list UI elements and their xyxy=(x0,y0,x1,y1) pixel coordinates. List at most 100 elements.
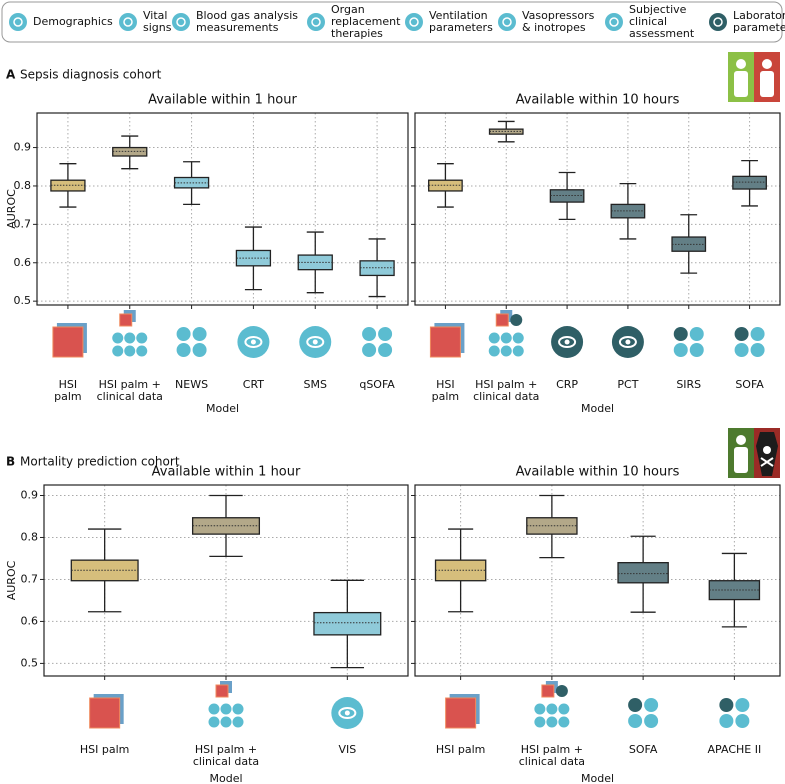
hsi-cube xyxy=(445,697,477,729)
y-tick-label: 0.8 xyxy=(21,530,39,543)
legend-icon xyxy=(605,13,623,31)
data-icon xyxy=(644,698,659,712)
subplot-title: Available within 1 hour xyxy=(152,465,301,480)
x-tick-label: SOFA xyxy=(629,743,658,756)
subplot-title: Available within 10 hours xyxy=(516,93,680,108)
legend-label: parameters xyxy=(733,21,785,34)
y-tick-label: 0.9 xyxy=(14,141,32,154)
data-icon xyxy=(558,703,570,715)
plot-frame xyxy=(43,484,409,677)
legend-label: & inotropes xyxy=(522,21,586,34)
hsi-cube xyxy=(495,313,509,327)
legend-icon xyxy=(9,13,27,31)
hsi-cube xyxy=(541,684,555,698)
legend-icon-glyph xyxy=(409,17,419,27)
legend-label: clinical xyxy=(629,15,667,28)
legend-label: replacement xyxy=(331,15,401,28)
box xyxy=(173,176,210,189)
legend-label: Organ xyxy=(331,3,365,16)
legend-icon xyxy=(709,13,727,31)
legend-label: Vasopressors xyxy=(522,9,595,22)
data-icon xyxy=(628,698,643,712)
data-icon xyxy=(112,345,124,357)
x-tick-label: CRP xyxy=(556,378,578,391)
plot-frame xyxy=(414,484,781,677)
data-icon xyxy=(488,345,500,357)
data-icon xyxy=(176,327,191,341)
box xyxy=(50,179,86,192)
x-tick-label: HSI palm + xyxy=(521,743,583,756)
x-tick-label: APACHE II xyxy=(708,743,762,756)
cohort-pictogram-b xyxy=(728,428,780,478)
data-icon xyxy=(750,343,765,357)
x-tick-label: qSOFA xyxy=(359,378,395,391)
legend-label: Blood gas analysis xyxy=(196,9,298,22)
data-icon xyxy=(689,327,704,341)
x-tick-label: HSI xyxy=(436,378,455,391)
data-icon xyxy=(220,716,232,728)
legend-icon xyxy=(119,13,137,31)
x-tick-label: palm xyxy=(432,390,460,403)
data-icon xyxy=(510,314,523,326)
data-icon xyxy=(136,345,148,357)
x-tick-label: SOFA xyxy=(735,378,764,391)
legend-label: Vital xyxy=(143,9,167,22)
data-icon xyxy=(192,327,207,341)
x-tick-label: CRT xyxy=(243,378,265,391)
legend-box xyxy=(1,1,783,43)
data-icon xyxy=(555,685,568,697)
data-icon xyxy=(558,716,570,728)
x-tick-label: HSI palm xyxy=(80,743,130,756)
data-icon xyxy=(136,332,148,344)
y-axis-label: AUROC xyxy=(5,189,18,229)
model-icon-glyph xyxy=(312,339,318,345)
y-tick-label: 0.8 xyxy=(14,179,32,192)
hsi-cube xyxy=(52,326,84,358)
panel-title: Sepsis diagnosis cohort xyxy=(20,68,162,82)
data-icon xyxy=(546,703,558,715)
hsi-cube xyxy=(89,697,121,729)
x-tick-label: NEWS xyxy=(175,378,208,391)
data-icon xyxy=(734,327,749,341)
y-tick-label: 0.6 xyxy=(14,256,32,269)
legend-icon-glyph xyxy=(311,17,321,27)
box xyxy=(112,146,148,157)
x-tick-label: clinical data xyxy=(473,390,539,403)
data-icon xyxy=(512,345,524,357)
x-tick-label: palm xyxy=(54,390,82,403)
data-icon xyxy=(378,327,393,341)
data-icon xyxy=(644,714,659,728)
model-icon-glyph xyxy=(344,710,350,716)
data-icon xyxy=(112,332,124,344)
data-icon xyxy=(232,716,244,728)
model-icon-glyph xyxy=(564,339,570,345)
panel-letter: A xyxy=(6,68,16,82)
data-icon xyxy=(378,343,393,357)
subplot-title: Available within 1 hour xyxy=(148,93,297,108)
plot-frame xyxy=(36,112,409,306)
y-tick-label: 0.7 xyxy=(14,217,32,230)
data-icon xyxy=(208,703,220,715)
plot-frame xyxy=(414,112,781,306)
data-icon xyxy=(719,698,734,712)
data-icon xyxy=(500,332,512,344)
data-icon xyxy=(534,703,546,715)
data-icon xyxy=(208,716,220,728)
model-icon-glyph xyxy=(306,336,325,348)
y-axis-label: AUROC xyxy=(5,560,18,600)
box xyxy=(732,175,767,190)
data-icon xyxy=(673,343,688,357)
data-icon xyxy=(628,714,643,728)
data-icon xyxy=(362,327,377,341)
x-tick-label: clinical data xyxy=(519,755,585,768)
legend-icon-glyph xyxy=(176,17,186,27)
x-tick-label: VIS xyxy=(338,743,356,756)
model-icon-glyph xyxy=(618,336,637,348)
hsi-cube xyxy=(429,326,461,358)
data-icon xyxy=(689,343,704,357)
legend-icon xyxy=(307,13,325,31)
legend-icon-glyph xyxy=(13,17,23,27)
subplot-title: Available within 10 hours xyxy=(516,465,680,480)
x-tick-label: SMS xyxy=(304,378,327,391)
x-axis-label: Model xyxy=(209,772,242,784)
